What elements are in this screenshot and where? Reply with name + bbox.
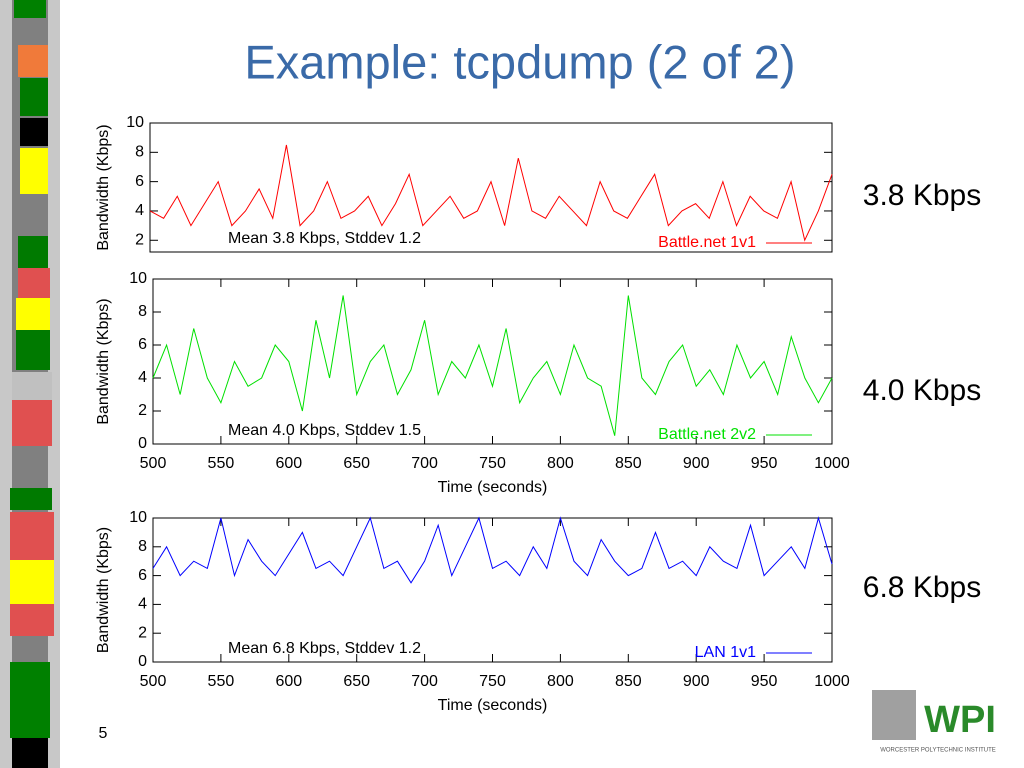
x-tick-label: 1000 bbox=[814, 673, 850, 690]
side-strip bbox=[0, 0, 60, 768]
x-tick-label: 550 bbox=[208, 673, 235, 690]
plot-frame bbox=[149, 122, 833, 253]
x-tick-label: 600 bbox=[275, 673, 302, 690]
legend-label: Battle.net 2v2 bbox=[658, 426, 756, 443]
x-tick-label: 1000 bbox=[814, 455, 850, 472]
x-tick-label: 850 bbox=[615, 455, 642, 472]
x-tick-label: 700 bbox=[411, 673, 438, 690]
annotation: Mean 3.8 Kbps, Stddev 1.2 bbox=[228, 230, 421, 247]
x-tick-label: 500 bbox=[140, 455, 167, 472]
x-tick-label: 950 bbox=[751, 673, 778, 690]
y-tick-label: 6 bbox=[138, 336, 147, 353]
side-label: 6.8 Kbps bbox=[863, 571, 981, 604]
slide-title: Example: tcpdump (2 of 2) bbox=[244, 35, 795, 88]
x-tick-label: 900 bbox=[683, 673, 710, 690]
x-tick-label: 600 bbox=[275, 455, 302, 472]
x-tick-label: 550 bbox=[208, 455, 235, 472]
y-tick-label: 8 bbox=[138, 303, 147, 320]
side-label: 3.8 Kbps bbox=[863, 179, 981, 212]
y-tick-label: 0 bbox=[138, 653, 147, 670]
logo: WPI WORCESTER POLYTECHNIC INSTITUTE bbox=[872, 690, 996, 754]
y-axis-label: Bandwidth (Kbps) bbox=[95, 527, 112, 653]
y-tick-label: 4 bbox=[138, 596, 147, 613]
x-tick-label: 950 bbox=[751, 455, 778, 472]
y-tick-label: 10 bbox=[129, 270, 147, 287]
x-tick-label: 800 bbox=[547, 455, 574, 472]
data-line bbox=[149, 144, 833, 242]
y-tick-label: 4 bbox=[135, 202, 144, 219]
y-tick-label: 8 bbox=[138, 538, 147, 555]
y-tick-label: 4 bbox=[138, 369, 147, 386]
annotation: Mean 6.8 Kbps, Stddev 1.2 bbox=[228, 640, 421, 657]
legend-label: Battle.net 1v1 bbox=[658, 234, 756, 251]
logo-caption: WORCESTER POLYTECHNIC INSTITUTE bbox=[880, 748, 996, 754]
y-tick-label: 0 bbox=[138, 435, 147, 452]
y-tick-label: 8 bbox=[135, 144, 144, 161]
x-tick-label: 900 bbox=[683, 455, 710, 472]
y-tick-label: 2 bbox=[138, 624, 147, 641]
plot-frame bbox=[152, 278, 833, 445]
y-tick-label: 6 bbox=[138, 567, 147, 584]
legend-label: LAN 1v1 bbox=[695, 644, 756, 661]
logo-text: WPI bbox=[924, 699, 996, 741]
data-line bbox=[152, 516, 833, 584]
x-tick-label: 700 bbox=[411, 455, 438, 472]
y-axis-label: Bandwidth (Kbps) bbox=[95, 124, 112, 250]
y-tick-label: 10 bbox=[126, 114, 144, 131]
x-tick-label: 850 bbox=[615, 673, 642, 690]
data-line bbox=[152, 295, 833, 436]
x-tick-label: 750 bbox=[479, 455, 506, 472]
y-tick-label: 2 bbox=[135, 231, 144, 248]
side-label: 4.0 Kbps bbox=[863, 374, 981, 407]
y-tick-label: 6 bbox=[135, 173, 144, 190]
page-number: 5 bbox=[99, 725, 108, 742]
y-tick-label: 10 bbox=[129, 509, 147, 526]
x-tick-label: 500 bbox=[140, 673, 167, 690]
x-tick-label: 750 bbox=[479, 673, 506, 690]
annotation: Mean 4.0 Kbps, Stddev 1.5 bbox=[228, 422, 421, 439]
y-axis-label: Bandwidth (Kbps) bbox=[95, 298, 112, 424]
x-tick-label: 650 bbox=[343, 673, 370, 690]
x-axis-label: Time (seconds) bbox=[438, 479, 548, 496]
x-tick-label: 800 bbox=[547, 673, 574, 690]
x-tick-label: 650 bbox=[343, 455, 370, 472]
x-axis-label: Time (seconds) bbox=[438, 697, 548, 714]
y-tick-label: 2 bbox=[138, 402, 147, 419]
